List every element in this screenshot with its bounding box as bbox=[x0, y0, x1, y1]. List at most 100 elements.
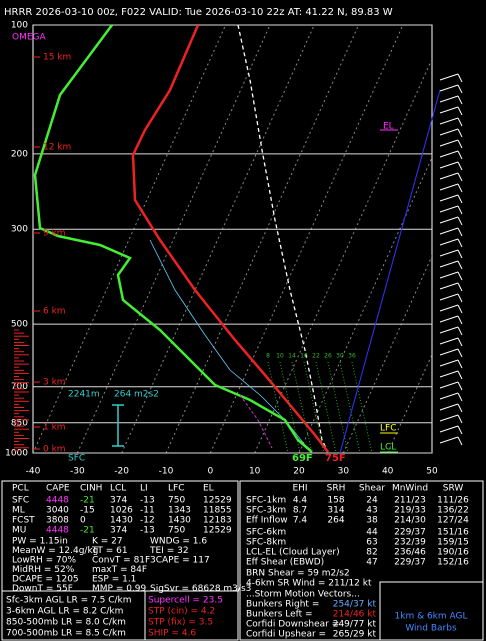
wind-barb bbox=[457, 172, 463, 182]
wind-barb bbox=[457, 194, 463, 204]
mixing-ratio-label: 36 bbox=[348, 353, 356, 360]
table-header: SRH bbox=[327, 484, 346, 494]
wind-barb bbox=[457, 106, 463, 116]
wind-barb bbox=[439, 128, 459, 136]
el-label: EL bbox=[383, 122, 394, 132]
table-cell: 219/33 bbox=[394, 506, 426, 516]
wind-barb bbox=[457, 216, 463, 226]
index: ConvT = 81F bbox=[92, 556, 150, 566]
table-cell: Eff Shear (EBWD) bbox=[246, 558, 324, 568]
isotherm bbox=[33, 25, 227, 453]
lapse-rate: 700-500mb LR = 8.5 C/km bbox=[6, 629, 126, 639]
wind-barb bbox=[439, 205, 459, 213]
temperature-trace bbox=[131, 25, 329, 453]
composite: STP (fix) = 3.5 bbox=[148, 618, 213, 628]
wind-barb bbox=[457, 359, 463, 369]
index: WNDG = 1.6 bbox=[150, 537, 207, 547]
isotherm bbox=[121, 25, 315, 453]
index: DownT = 55F bbox=[12, 584, 73, 594]
index: TEI = 32 bbox=[149, 546, 189, 556]
table-cell: 127/24 bbox=[437, 516, 469, 526]
x-tick-label: 0 bbox=[207, 467, 213, 477]
wind-barb bbox=[439, 194, 459, 202]
wind-barb bbox=[457, 183, 463, 193]
wind-barb bbox=[439, 425, 459, 433]
table-cell: 1430 bbox=[168, 516, 191, 526]
wind-barb bbox=[457, 293, 463, 303]
x-tick-label: -20 bbox=[114, 467, 129, 477]
wind-barb bbox=[457, 150, 463, 160]
wind-barb bbox=[439, 95, 459, 103]
mixing-ratio-label: 8 bbox=[266, 353, 270, 360]
height-label: 6 km bbox=[43, 307, 66, 317]
table-cell: SFC-1km bbox=[246, 496, 286, 506]
table-cell: 47 bbox=[366, 558, 377, 568]
composite-box bbox=[144, 590, 239, 641]
sfc-label: SFC bbox=[68, 454, 85, 464]
wind-barb bbox=[439, 260, 459, 268]
table-cell: 750 bbox=[168, 496, 185, 506]
isotherm bbox=[76, 25, 271, 453]
table-header: CAPE bbox=[46, 484, 70, 494]
index: MeanW = 12.4g/kg bbox=[12, 546, 98, 556]
table-header: SRW bbox=[443, 484, 464, 494]
x-tick-label: 20 bbox=[293, 467, 305, 477]
height-label: 1 km bbox=[43, 423, 66, 433]
brn-shear: BRN Shear = 59 m2/s2 bbox=[246, 569, 350, 579]
table-cell: 4448 bbox=[46, 526, 69, 536]
storm-motion-title: ...Storm Motion Vectors... bbox=[246, 590, 360, 600]
table-header: LCL bbox=[110, 484, 126, 494]
lapse-rate: Sfc-3km AGL LR = 7.5 C/km bbox=[6, 596, 132, 606]
index: ESP = 1.1 bbox=[92, 575, 136, 585]
mixing-ratio-label: 16 bbox=[300, 353, 308, 360]
wind-barb bbox=[457, 205, 463, 215]
wind-barb bbox=[457, 117, 463, 127]
table-header: MnWind bbox=[392, 484, 428, 494]
height-label: 12 km bbox=[43, 143, 71, 153]
mixing-ratio-line bbox=[327, 361, 349, 454]
wind-barb bbox=[457, 73, 463, 83]
table-cell: 229/37 bbox=[394, 558, 426, 568]
table-cell: 159/15 bbox=[437, 538, 469, 548]
wind-barb bbox=[439, 370, 459, 378]
mixing-ratio-line bbox=[339, 361, 361, 454]
wind-barb bbox=[457, 414, 463, 424]
table-cell: 374 bbox=[110, 496, 127, 506]
table-cell: 211/23 bbox=[394, 496, 426, 506]
table-cell: 214/30 bbox=[394, 516, 426, 526]
isotherm bbox=[165, 25, 360, 453]
wind-barb bbox=[439, 326, 459, 334]
wind-barb bbox=[457, 128, 463, 138]
x-tick-label: -10 bbox=[159, 467, 174, 477]
lapse-rate: 3-6km AGL LR = 8.2 C/km bbox=[6, 607, 123, 617]
table-header: EHI bbox=[292, 484, 307, 494]
table-header: LFC bbox=[168, 484, 184, 494]
wind-barb bbox=[439, 106, 459, 114]
wind-barb bbox=[439, 403, 459, 411]
isotherm bbox=[254, 57, 432, 453]
lcl-label: LCL bbox=[380, 443, 396, 453]
isotherm bbox=[209, 25, 404, 453]
table-cell: -13 bbox=[140, 496, 155, 506]
inflow-srh: 264 m2s2 bbox=[114, 390, 159, 400]
wind-barb bbox=[457, 271, 463, 281]
table-cell: 3040 bbox=[46, 506, 69, 516]
x-tick-label: 30 bbox=[338, 467, 350, 477]
lfc-label: LFC bbox=[380, 424, 396, 434]
wind-barb bbox=[457, 425, 463, 435]
storm-motion-label: Corfidi Downshear = bbox=[246, 620, 339, 630]
table-header: LI bbox=[140, 484, 148, 494]
table-cell: 44 bbox=[366, 528, 378, 538]
wind-barb bbox=[439, 227, 459, 235]
x-tick-label: -40 bbox=[26, 467, 41, 477]
composite: SHIP = 4.6 bbox=[148, 629, 196, 639]
wind-barb bbox=[457, 348, 463, 358]
wind-barb bbox=[457, 403, 463, 413]
index: DCAPE = 1205 bbox=[12, 575, 79, 585]
x-tick-label: -30 bbox=[70, 467, 85, 477]
wind-barb bbox=[457, 304, 463, 314]
plot-area bbox=[32, 24, 433, 454]
wind-barb bbox=[439, 117, 459, 125]
table-cell: 82 bbox=[366, 548, 377, 558]
